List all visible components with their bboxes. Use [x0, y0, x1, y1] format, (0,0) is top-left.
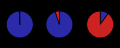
Wedge shape	[55, 11, 59, 24]
Wedge shape	[87, 11, 114, 38]
Wedge shape	[100, 11, 108, 24]
Wedge shape	[19, 11, 20, 24]
Wedge shape	[6, 11, 33, 38]
Wedge shape	[46, 11, 73, 38]
